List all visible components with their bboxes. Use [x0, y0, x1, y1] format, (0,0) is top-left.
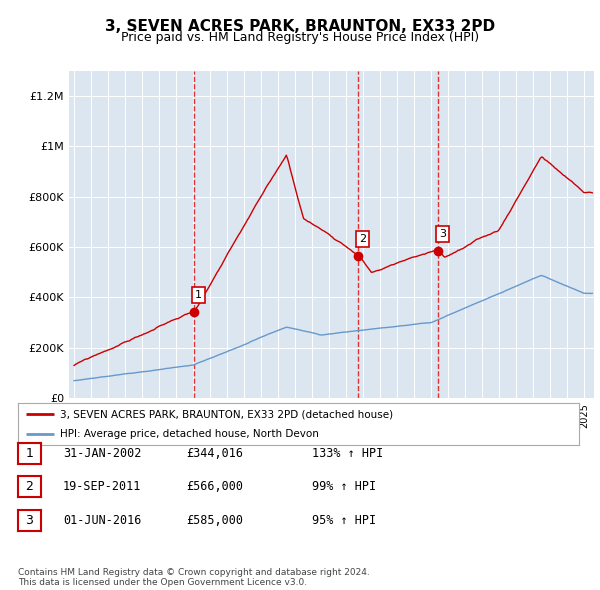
- Text: 1: 1: [25, 447, 34, 460]
- Text: 3: 3: [25, 514, 34, 527]
- Text: 133% ↑ HPI: 133% ↑ HPI: [312, 447, 383, 460]
- Text: £344,016: £344,016: [186, 447, 243, 460]
- Text: £566,000: £566,000: [186, 480, 243, 493]
- Text: Price paid vs. HM Land Registry's House Price Index (HPI): Price paid vs. HM Land Registry's House …: [121, 31, 479, 44]
- Text: 31-JAN-2002: 31-JAN-2002: [63, 447, 142, 460]
- Text: 95% ↑ HPI: 95% ↑ HPI: [312, 514, 376, 527]
- Text: £585,000: £585,000: [186, 514, 243, 527]
- Text: 1: 1: [195, 290, 202, 300]
- Text: 2: 2: [25, 480, 34, 493]
- Text: 2: 2: [359, 234, 366, 244]
- Text: 3, SEVEN ACRES PARK, BRAUNTON, EX33 2PD: 3, SEVEN ACRES PARK, BRAUNTON, EX33 2PD: [105, 19, 495, 34]
- Text: HPI: Average price, detached house, North Devon: HPI: Average price, detached house, Nort…: [60, 429, 319, 439]
- Text: 3: 3: [439, 229, 446, 239]
- Text: 99% ↑ HPI: 99% ↑ HPI: [312, 480, 376, 493]
- Text: Contains HM Land Registry data © Crown copyright and database right 2024.
This d: Contains HM Land Registry data © Crown c…: [18, 568, 370, 587]
- Text: 01-JUN-2016: 01-JUN-2016: [63, 514, 142, 527]
- Text: 19-SEP-2011: 19-SEP-2011: [63, 480, 142, 493]
- Text: 3, SEVEN ACRES PARK, BRAUNTON, EX33 2PD (detached house): 3, SEVEN ACRES PARK, BRAUNTON, EX33 2PD …: [60, 409, 393, 419]
